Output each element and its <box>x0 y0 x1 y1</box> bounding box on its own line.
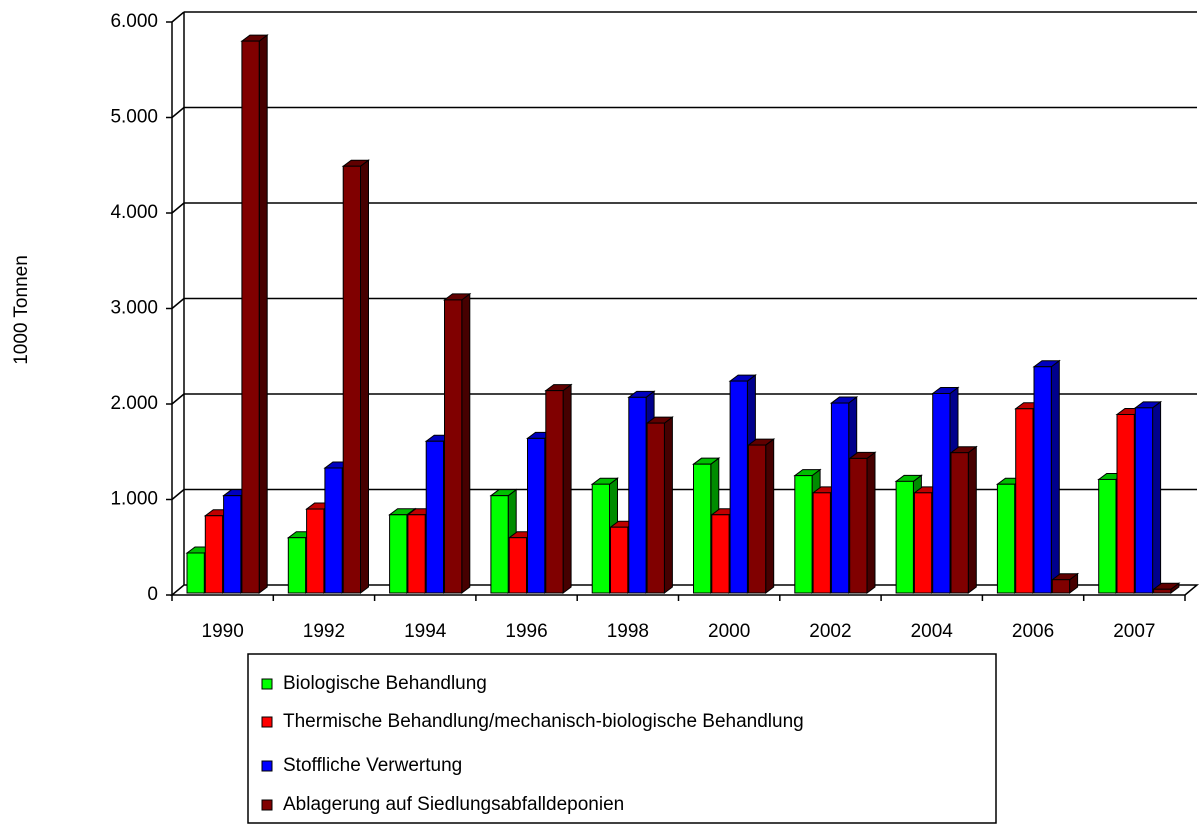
x-tick-label: 1990 <box>202 621 244 642</box>
bar <box>591 483 611 594</box>
legend-swatch <box>261 678 273 690</box>
bar <box>729 380 748 594</box>
y-tick-label: 4.000 <box>110 202 158 223</box>
bar-side <box>663 416 673 594</box>
bar <box>932 392 951 594</box>
bar <box>527 437 546 594</box>
grid-line <box>171 393 185 405</box>
bar <box>545 390 564 594</box>
bar <box>223 495 242 594</box>
bar <box>1051 579 1071 594</box>
bar <box>1033 366 1052 594</box>
x-tick-label: 2000 <box>708 621 750 642</box>
x-tick-label: 2004 <box>911 621 954 642</box>
bar <box>996 483 1016 594</box>
bar <box>241 40 260 594</box>
bar <box>342 165 362 594</box>
grid-line <box>171 488 185 501</box>
bar-side <box>1050 359 1060 594</box>
bar <box>306 508 325 594</box>
bar-side <box>866 451 876 594</box>
legend-swatch <box>261 716 273 728</box>
x-tick-label: 1998 <box>607 621 649 642</box>
bar-side <box>967 445 977 594</box>
bar <box>1153 588 1172 594</box>
bar <box>747 444 767 594</box>
grid-line <box>171 297 185 310</box>
x-tick-label: 2002 <box>809 621 851 642</box>
legend-box <box>247 653 997 824</box>
y-tick-label: 2.000 <box>110 393 158 414</box>
y-tick-label: 5.000 <box>110 107 158 128</box>
bar <box>950 452 969 594</box>
legend-label: Stoffliche Verwertung <box>283 755 462 776</box>
bar-side <box>562 383 572 594</box>
bar <box>646 422 665 594</box>
bar <box>490 495 509 594</box>
grid-line <box>171 11 185 23</box>
bar <box>628 396 647 594</box>
bar <box>849 457 868 594</box>
bar <box>186 552 205 594</box>
grid-line <box>171 106 185 119</box>
bar-side <box>461 292 471 594</box>
bar <box>693 463 712 594</box>
y-tick-label: 1.000 <box>110 489 158 510</box>
legend-label: Thermische Behandlung/mechanisch-biologi… <box>283 711 804 732</box>
bar <box>389 514 408 594</box>
bar-side <box>360 159 369 594</box>
x-tick-label: 2007 <box>1113 621 1155 642</box>
legend-label: Ablagerung auf Siedlungsabfalldeponien <box>283 794 624 815</box>
bar <box>287 537 307 594</box>
bar <box>444 299 463 594</box>
bar <box>204 515 224 594</box>
grid-line <box>171 202 185 214</box>
bar <box>1116 414 1135 594</box>
y-tick-label: 0 <box>147 584 158 605</box>
bar-side <box>258 34 268 594</box>
y-tick-label: 3.000 <box>110 298 158 319</box>
bar <box>1098 478 1117 594</box>
x-tick-label: 1996 <box>505 621 547 642</box>
x-tick-label: 1992 <box>303 621 345 642</box>
bar <box>711 514 730 594</box>
bar <box>1134 407 1154 594</box>
y-tick-label: 6.000 <box>110 11 158 32</box>
bar <box>895 480 914 594</box>
bar <box>508 537 528 594</box>
x-tick-label: 1994 <box>404 621 447 642</box>
bar <box>407 514 426 594</box>
y-axis-label: 1000 Tonnen <box>11 255 32 365</box>
bar <box>610 526 629 594</box>
legend-swatch <box>261 799 273 811</box>
legend-swatch <box>261 760 273 772</box>
bar <box>830 402 850 594</box>
x-tick-label: 2006 <box>1012 621 1054 642</box>
bar <box>794 475 813 594</box>
bar-side <box>1152 400 1162 594</box>
bar <box>324 467 343 594</box>
bar <box>1015 408 1034 594</box>
legend-label: Biologische Behandlung <box>283 673 487 694</box>
bar <box>425 440 445 594</box>
bar <box>913 492 933 594</box>
bar <box>812 492 831 594</box>
bar-side <box>765 438 775 594</box>
